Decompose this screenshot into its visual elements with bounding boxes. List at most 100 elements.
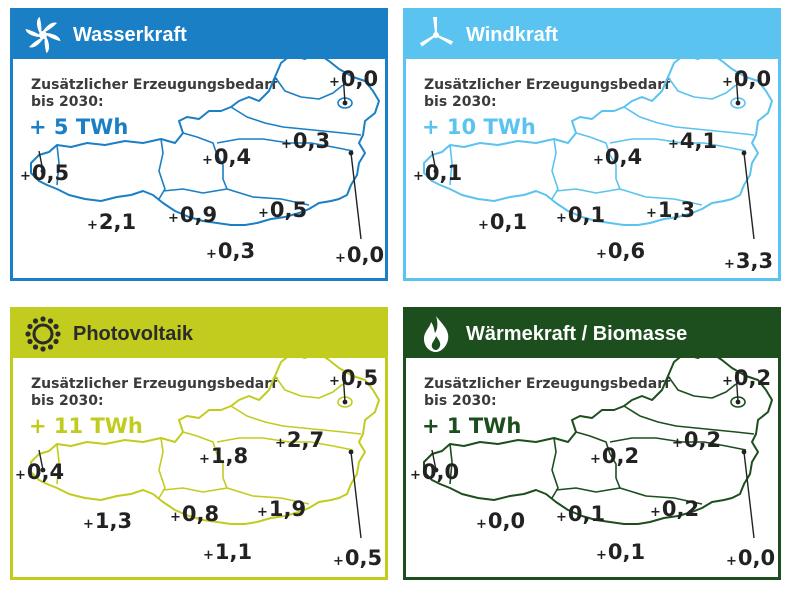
state-border [609,437,747,451]
value-tyrol: +0,0 [476,509,526,533]
marker-dot [342,399,348,405]
value-carinthia: +0,3 [206,239,256,263]
value-burgenland: +0,0 [726,546,776,570]
value-vienna: +0,0 [329,67,379,91]
state-border [551,437,559,499]
leader-line [735,371,739,403]
description-line2: bis 2030: [424,94,497,110]
panel-title: Wärmekraft / Biomasse [466,322,688,345]
value-carinthia: +0,6 [596,239,646,263]
total-value: + 5 TWh [29,115,129,139]
description: Zusätzlicher Erzeugungsbedarf bis 2030: [31,376,277,410]
state-border [182,132,228,190]
state-border [216,437,354,451]
description-line2: bis 2030: [31,94,104,110]
marker-dot [433,467,439,473]
value-lower-austria: +0,2 [672,428,722,452]
panel-wasserkraft: Wasserkraft Zusätzlicher Erzeugungsbedar… [10,8,388,281]
value-vorarlberg: +0,0 [410,460,460,484]
value-burgenland: +3,3 [724,249,774,273]
vienna-outline [337,396,353,408]
state-border [449,443,453,485]
austria-map [423,52,773,240]
description: Zusätzlicher Erzeugungsbedarf bis 2030: [424,77,670,111]
austria-map [30,351,380,539]
leader-line [38,150,44,172]
description-line1: Zusätzlicher Erzeugungsbedarf [31,77,278,93]
value-vorarlberg: +0,4 [15,460,65,484]
state-border [449,144,453,186]
panel-header: Photovoltaik [13,310,385,358]
value-burgenland: +0,5 [333,546,383,570]
value-tyrol: +1,3 [83,509,133,533]
description-line2: bis 2030: [31,393,104,409]
value-salzburg: +0,9 [168,203,218,227]
value-styria: +0,5 [258,198,308,222]
value-carinthia: +1,1 [203,540,253,564]
value-tyrol: +0,1 [478,210,528,234]
value-upper-austria: +0,4 [202,145,252,169]
value-tyrol: +2,1 [87,210,137,234]
state-border [182,431,228,489]
state-border [623,405,755,435]
state-border [274,375,344,399]
state-border [158,138,166,200]
state-border [609,138,747,152]
state-border [555,487,703,505]
austria-map [30,52,380,240]
state-border [667,375,737,399]
panel-waermekraft-biomasse: Wärmekraft / Biomasse Zusätzlicher Erzeu… [403,307,781,580]
value-upper-austria: +0,4 [593,145,643,169]
description-line1: Zusätzlicher Erzeugungsbedarf [31,376,278,392]
value-styria: +0,2 [650,497,700,521]
value-carinthia: +0,1 [596,540,646,564]
state-border [623,106,755,136]
vienna-outline [730,396,746,408]
value-salzburg: +0,1 [556,203,606,227]
value-styria: +1,3 [646,198,696,222]
value-vorarlberg: +0,1 [413,161,463,185]
leader-line [743,152,755,240]
state-border [158,437,166,499]
value-lower-austria: +4,1 [668,129,718,153]
description-line2: bis 2030: [424,393,497,409]
panel-photovoltaik: Photovoltaik Zusätzlicher Erzeugungsbeda… [10,307,388,580]
value-salzburg: +0,8 [170,502,220,526]
value-lower-austria: +2,7 [275,428,325,452]
leader-line [342,371,346,403]
description-line1: Zusätzlicher Erzeugungsbedarf [424,376,671,392]
state-border [551,138,559,200]
flame-icon [414,312,458,356]
value-vorarlberg: +0,5 [20,161,70,185]
water-turbine-icon [21,13,65,57]
value-vienna: +0,0 [722,67,772,91]
state-border [667,76,737,100]
austria-outline [30,351,380,525]
state-border [575,132,621,190]
value-salzburg: +0,1 [556,502,606,526]
austria-outline [423,351,773,525]
value-burgenland: +0,0 [335,243,385,267]
leader-line [431,150,437,172]
leader-line [38,449,44,471]
leader-line [743,451,755,539]
state-border [230,106,362,136]
austria-map [423,351,773,539]
value-styria: +1,9 [257,497,307,521]
austria-outline [30,52,380,226]
vienna-outline [730,97,746,109]
leader-line [431,449,437,471]
state-border [274,76,344,100]
panel-title: Windkraft [466,23,559,46]
leader-line [350,451,362,539]
leader-line [735,72,739,104]
state-border [56,443,60,485]
value-upper-austria: +0,2 [590,444,640,468]
value-upper-austria: +1,8 [199,444,249,468]
panel-title: Wasserkraft [73,23,187,46]
state-border [575,431,621,489]
total-value: + 1 TWh [422,414,522,438]
state-border [162,487,310,505]
state-border [555,188,703,206]
wind-turbine-icon [414,13,458,57]
